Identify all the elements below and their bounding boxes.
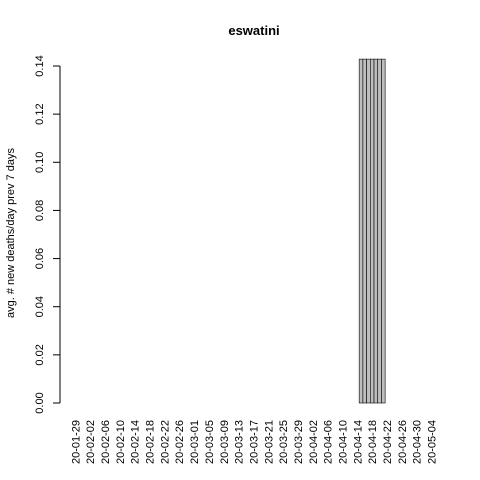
x-tick-label: 20-03-13 [234,420,246,464]
y-tick-label: 0.04 [34,296,46,317]
x-tick-label: 20-03-01 [189,420,201,464]
x-tick-label: 20-02-06 [100,420,112,464]
y-tick-label: 0.10 [34,152,46,173]
x-tick-label: 20-04-18 [367,420,379,464]
chart-title: eswatini [228,23,279,38]
x-tick-label: 20-03-21 [263,420,275,464]
x-tick-label: 20-02-02 [85,420,97,464]
x-tick-label: 20-02-22 [159,420,171,464]
x-tick-label: 20-01-29 [70,420,82,464]
y-axis: 0.00 0.02 0.04 0.06 0.08 0.10 0.12 0.14 [34,55,61,414]
x-tick-label: 20-02-26 [174,420,186,464]
bar-2020-04-20 [377,58,382,404]
x-tick-label: 20-04-30 [412,420,424,464]
bar-2020-04-16 [362,58,367,404]
x-tick-label: 20-05-04 [427,420,439,464]
x-tick-label: 20-02-18 [145,420,157,464]
x-tick-label: 20-04-14 [352,420,364,464]
x-tick-label: 20-03-05 [204,420,216,464]
y-tick-label: 0.00 [34,392,46,413]
x-tick-label: 20-02-10 [115,420,127,464]
y-tick-label: 0.12 [34,103,46,124]
bars [358,58,386,404]
x-tick-label: 20-04-10 [337,420,349,464]
bar-2020-04-18 [369,58,375,404]
x-tick-label: 20-03-09 [219,420,231,464]
bar-2020-04-15 [358,58,364,404]
x-tick-label: 20-04-02 [308,420,320,464]
bar-2020-04-17 [366,58,371,404]
y-tick-label: 0.02 [34,344,46,365]
x-tick-label: 20-02-14 [130,420,142,464]
x-tick-label: 20-03-25 [278,420,290,464]
y-tick-label: 0.06 [34,248,46,269]
x-tick-label: 20-03-29 [293,420,305,464]
y-tick-label: 0.14 [34,55,46,76]
bar-2020-04-19 [373,58,379,404]
x-tick-label: 20-04-06 [323,420,335,464]
x-axis: 20-01-29 20-02-02 20-02-06 20-02-10 20-02-14… [70,420,438,464]
x-tick-label: 20-04-26 [397,420,409,464]
bar-2020-04-21 [381,58,386,404]
y-tick-label: 0.08 [34,200,46,221]
x-tick-label: 20-04-22 [382,420,394,464]
x-tick-label: 20-03-17 [248,420,260,464]
y-axis-label: avg. # new deaths/day prev 7 days [5,148,17,318]
